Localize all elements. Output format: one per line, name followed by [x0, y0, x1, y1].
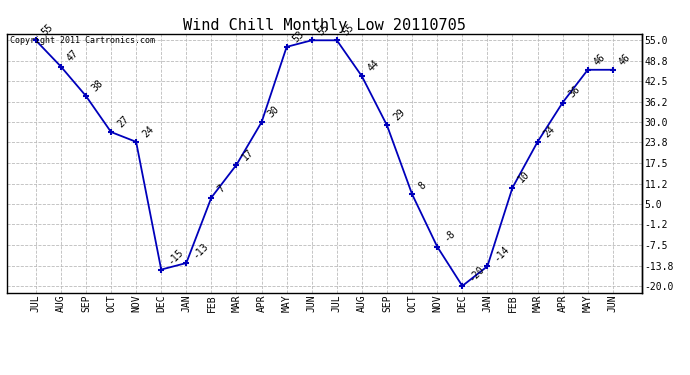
Text: Copyright 2011 Cartronics.com: Copyright 2011 Cartronics.com [10, 36, 155, 45]
Text: -8: -8 [442, 228, 457, 244]
Text: 7: 7 [215, 183, 227, 195]
Title: Wind Chill Monthly Low 20110705: Wind Chill Monthly Low 20110705 [183, 18, 466, 33]
Text: -20: -20 [466, 264, 486, 283]
Text: 44: 44 [366, 58, 382, 74]
Text: 53: 53 [290, 29, 306, 44]
Text: 24: 24 [542, 124, 557, 139]
Text: 29: 29 [391, 107, 406, 123]
Text: -13: -13 [190, 241, 210, 260]
Text: 46: 46 [592, 52, 607, 67]
Text: 8: 8 [416, 180, 428, 192]
Text: 55: 55 [316, 22, 331, 38]
Text: 38: 38 [90, 78, 106, 93]
Text: 17: 17 [241, 147, 256, 162]
Text: 30: 30 [266, 104, 281, 119]
Text: 24: 24 [140, 124, 156, 139]
Text: 47: 47 [65, 48, 81, 64]
Text: -15: -15 [166, 247, 185, 267]
Text: 55: 55 [40, 22, 55, 38]
Text: 55: 55 [341, 22, 357, 38]
Text: 36: 36 [566, 84, 582, 100]
Text: 46: 46 [617, 52, 633, 67]
Text: 10: 10 [517, 170, 532, 185]
Text: 27: 27 [115, 114, 130, 129]
Text: -14: -14 [491, 244, 511, 264]
